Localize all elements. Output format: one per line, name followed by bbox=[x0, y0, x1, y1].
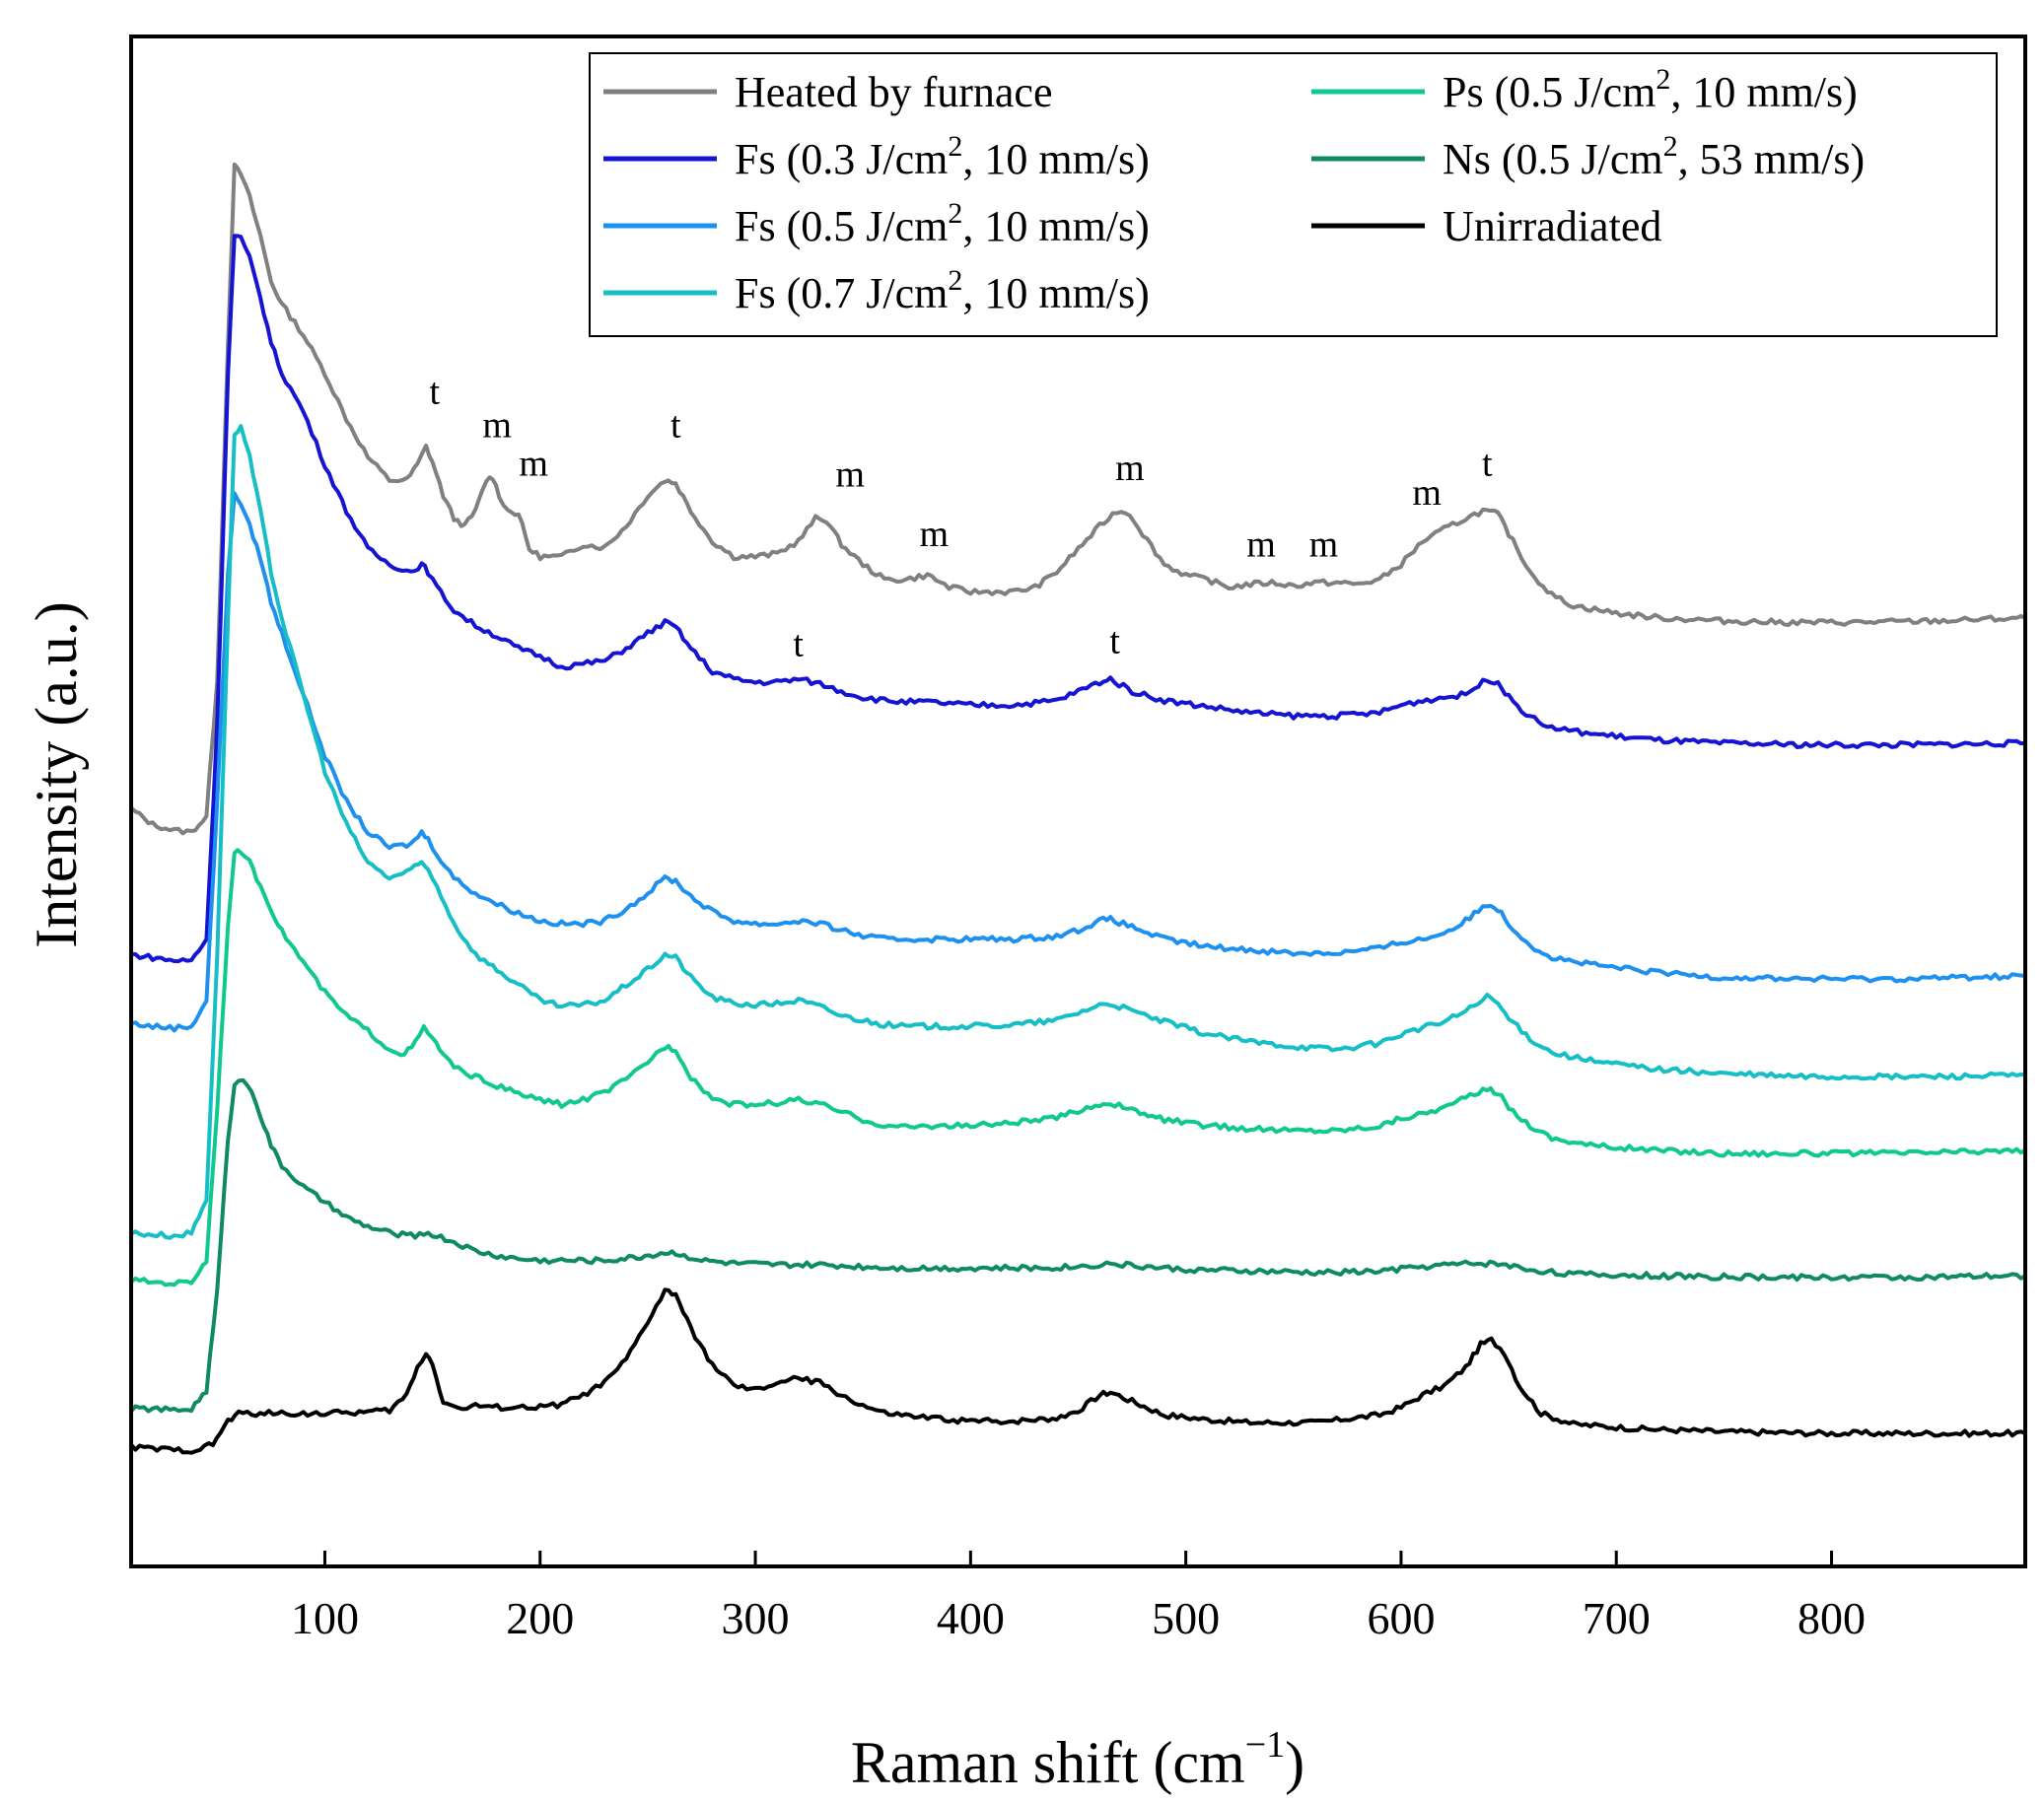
legend-items: Heated by furnace Fs (0.3 J/cm2, 10 mm/s)… bbox=[603, 63, 1865, 317]
peak-label-monoclinic-1: m bbox=[482, 405, 512, 447]
legend: Heated by furnace Fs (0.3 J/cm2, 10 mm/s)… bbox=[589, 52, 1998, 337]
legend-label-ns-0-5-j-cm2-53-mm-s: Ns (0.5 J/cm2, 53 mm/s) bbox=[1443, 130, 1865, 183]
peak-label-tetragonal-3: t bbox=[670, 405, 681, 447]
x-tick-label-500: 500 bbox=[1152, 1593, 1220, 1643]
series-line-fs-0-5-j-cm2-10-mm-s bbox=[130, 491, 2026, 1033]
y-axis-title: Intensity (a.u.) bbox=[24, 601, 89, 948]
legend-label-fs-0-3-j-cm2-10-mm-s: Fs (0.3 J/cm2, 10 mm/s) bbox=[735, 130, 1150, 183]
peak-label-monoclinic-8: m bbox=[1309, 524, 1339, 566]
x-tick-label-300: 300 bbox=[722, 1593, 790, 1643]
x-axis-ticks: 100 200 300 400 500 600 700 800 bbox=[291, 1551, 1866, 1643]
x-axis-title-end: ) bbox=[1285, 1730, 1304, 1795]
legend-label-ps-0-5-j-cm2-10-mm-s: Ps (0.5 J/cm2, 10 mm/s) bbox=[1443, 63, 1858, 116]
series-line-fs-0-3-j-cm2-10-mm-s bbox=[130, 234, 2026, 964]
series-line-ns-0-5-j-cm2-53-mm-s bbox=[129, 1077, 2027, 1414]
peak-label-monoclinic-9: m bbox=[1412, 472, 1442, 514]
legend-label-fs-0-5-j-cm2-10-mm-s: Fs (0.5 J/cm2, 10 mm/s) bbox=[735, 197, 1150, 250]
series-line-unirradiated bbox=[129, 1287, 2026, 1455]
x-tick-label-400: 400 bbox=[937, 1593, 1005, 1643]
series-line-ps-0-5-j-cm2-10-mm-s bbox=[129, 848, 2026, 1287]
peak-label-monoclinic-6: m bbox=[1115, 448, 1145, 489]
x-axis-title: Raman shift (cm−1) bbox=[851, 1724, 1304, 1795]
x-tick-label-800: 800 bbox=[1797, 1593, 1866, 1643]
x-axis-title-sup: −1 bbox=[1245, 1724, 1285, 1766]
peak-label-monoclinic-7: m bbox=[1246, 524, 1276, 566]
peak-label-monoclinic-4: m bbox=[835, 453, 865, 495]
peak-label-tetragonal-0: t bbox=[430, 371, 441, 412]
peak-label-tetragonal-11: t bbox=[793, 624, 804, 665]
x-tick-label-100: 100 bbox=[291, 1593, 359, 1643]
peak-label-tetragonal-12: t bbox=[1109, 620, 1120, 661]
peak-label-monoclinic-5: m bbox=[919, 514, 949, 555]
peak-label-monoclinic-2: m bbox=[519, 443, 548, 484]
x-tick-label-600: 600 bbox=[1367, 1593, 1435, 1643]
peak-label-tetragonal-10: t bbox=[1482, 443, 1493, 484]
legend-label-heated-by-furnace: Heated by furnace bbox=[735, 68, 1052, 116]
series-layer bbox=[129, 162, 2027, 1455]
series-line-heated-by-furnace bbox=[129, 162, 2026, 836]
x-axis-title-main: Raman shift (cm bbox=[851, 1730, 1245, 1795]
series-line-fs-0-7-j-cm2-10-mm-s bbox=[130, 424, 2026, 1240]
legend-label-fs-0-7-j-cm2-10-mm-s: Fs (0.7 J/cm2, 10 mm/s) bbox=[735, 264, 1150, 317]
x-tick-label-700: 700 bbox=[1583, 1593, 1651, 1643]
x-tick-label-200: 200 bbox=[506, 1593, 574, 1643]
plot-frame bbox=[129, 35, 2027, 1568]
legend-box bbox=[589, 52, 1998, 337]
legend-label-unirradiated: Unirradiated bbox=[1443, 202, 1661, 250]
